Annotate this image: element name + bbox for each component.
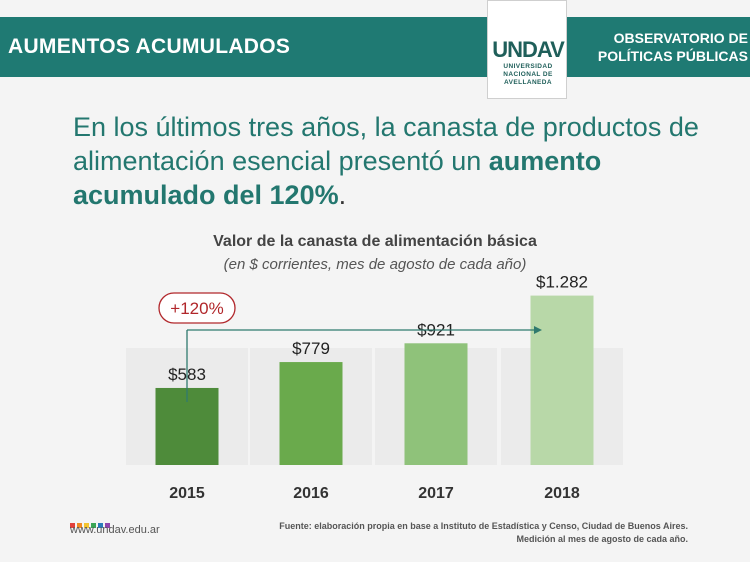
x-tick-label: 2015 xyxy=(169,485,205,502)
headline-end: . xyxy=(338,180,347,210)
bar xyxy=(530,295,594,465)
observatory-line-1: OBSERVATORIO DE xyxy=(613,30,748,46)
annotation-badge xyxy=(158,292,236,324)
undav-logo: UNDAV UNIVERSIDAD NACIONAL DE AVELLANEDA xyxy=(487,0,567,99)
footer-dot xyxy=(98,523,103,528)
logo-text: UNIVERSIDAD NACIONAL DE AVELLANEDA xyxy=(503,63,553,86)
logo-mark: UNDAV xyxy=(492,37,565,62)
annotation-arrowhead xyxy=(534,326,542,334)
headline-bold: aumento acumulado del 120% xyxy=(73,146,602,210)
x-tick-label: 2016 xyxy=(293,485,329,502)
footer-url[interactable]: www.undav.edu.ar xyxy=(70,524,160,536)
data-label: $779 xyxy=(292,339,330,358)
footer-dot xyxy=(77,523,82,528)
observatory-line-2: POLÍTICAS PÚBLICAS xyxy=(597,48,748,64)
observatory-title: OBSERVATORIO DE POLÍTICAS PÚBLICAS xyxy=(578,29,748,65)
bar xyxy=(279,362,343,465)
chart-subtitle: (en $ corrientes, mes de agosto de cada … xyxy=(223,256,527,273)
source-line-2: Medición al mes de agosto de cada año. xyxy=(516,534,688,544)
footer-dot xyxy=(84,523,89,528)
footer-color-dots xyxy=(70,515,112,533)
x-tick-label: 2017 xyxy=(418,485,454,502)
bar xyxy=(404,343,468,465)
footer-dot xyxy=(105,523,110,528)
headline: En los últimos tres años, la canasta de … xyxy=(73,110,733,212)
annotation-text: +120% xyxy=(170,299,223,318)
x-tick-label: 2018 xyxy=(544,485,580,502)
footer-dot xyxy=(70,523,75,528)
source-line-1: Fuente: elaboración propia en base a Ins… xyxy=(279,521,688,531)
data-label: $1.282 xyxy=(536,273,588,292)
banner-title: AUMENTOS ACUMULADOS xyxy=(8,35,291,58)
chart-title: Valor de la canasta de alimentación bási… xyxy=(213,233,537,250)
headline-text: En los últimos tres años, la canasta de … xyxy=(73,112,699,176)
footer-dot xyxy=(91,523,96,528)
header-banner xyxy=(0,17,750,77)
